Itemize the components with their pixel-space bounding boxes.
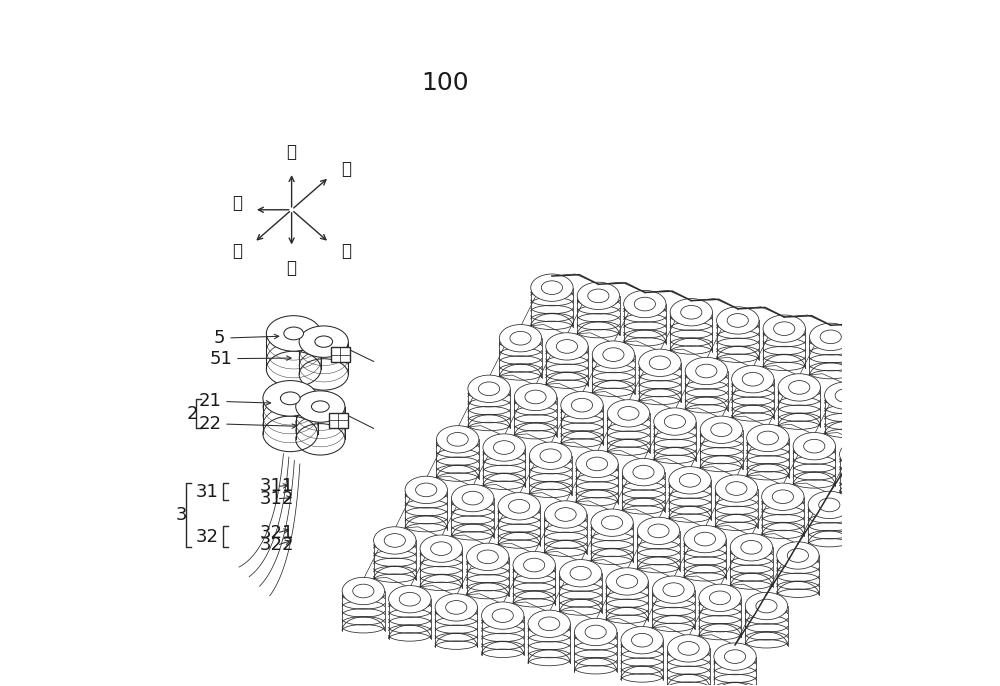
Ellipse shape bbox=[263, 381, 318, 416]
Ellipse shape bbox=[622, 458, 665, 486]
Ellipse shape bbox=[809, 323, 852, 351]
Text: 左: 左 bbox=[232, 241, 242, 260]
Ellipse shape bbox=[670, 298, 712, 326]
Text: 右: 右 bbox=[341, 160, 351, 178]
Text: 22: 22 bbox=[198, 414, 297, 433]
Ellipse shape bbox=[902, 340, 945, 367]
Ellipse shape bbox=[435, 594, 477, 621]
Ellipse shape bbox=[840, 440, 882, 468]
Ellipse shape bbox=[546, 333, 588, 360]
Ellipse shape bbox=[374, 527, 416, 554]
Ellipse shape bbox=[700, 416, 743, 443]
Text: 下: 下 bbox=[287, 259, 297, 277]
Ellipse shape bbox=[699, 584, 741, 611]
Ellipse shape bbox=[639, 349, 681, 377]
Ellipse shape bbox=[856, 331, 898, 359]
Text: 前: 前 bbox=[232, 194, 242, 212]
Ellipse shape bbox=[561, 392, 603, 419]
Text: 311: 311 bbox=[260, 477, 294, 495]
Ellipse shape bbox=[513, 552, 555, 579]
Ellipse shape bbox=[745, 593, 788, 619]
Ellipse shape bbox=[467, 543, 509, 571]
Text: 上: 上 bbox=[287, 143, 297, 161]
Ellipse shape bbox=[311, 401, 329, 412]
Ellipse shape bbox=[482, 602, 524, 629]
Ellipse shape bbox=[778, 374, 820, 401]
Ellipse shape bbox=[514, 383, 557, 411]
Ellipse shape bbox=[405, 476, 447, 504]
Ellipse shape bbox=[592, 341, 635, 368]
Ellipse shape bbox=[825, 382, 867, 410]
Ellipse shape bbox=[529, 442, 572, 469]
Ellipse shape bbox=[574, 618, 617, 646]
Ellipse shape bbox=[577, 282, 620, 309]
Text: 100: 100 bbox=[422, 71, 469, 95]
Ellipse shape bbox=[607, 400, 650, 427]
Ellipse shape bbox=[763, 315, 805, 342]
Ellipse shape bbox=[762, 483, 804, 510]
Ellipse shape bbox=[499, 324, 542, 352]
Text: 后: 后 bbox=[341, 241, 351, 260]
Ellipse shape bbox=[637, 517, 680, 545]
Ellipse shape bbox=[528, 610, 570, 637]
Ellipse shape bbox=[871, 390, 913, 418]
Ellipse shape bbox=[624, 290, 666, 318]
Ellipse shape bbox=[284, 327, 304, 340]
Ellipse shape bbox=[436, 426, 479, 453]
Ellipse shape bbox=[299, 326, 348, 357]
Ellipse shape bbox=[483, 434, 525, 461]
Text: 31: 31 bbox=[196, 483, 219, 501]
Ellipse shape bbox=[669, 466, 711, 494]
Text: 321: 321 bbox=[260, 524, 294, 542]
Ellipse shape bbox=[498, 493, 540, 520]
Ellipse shape bbox=[717, 307, 759, 334]
Ellipse shape bbox=[684, 525, 726, 553]
Ellipse shape bbox=[808, 491, 850, 519]
Ellipse shape bbox=[714, 643, 756, 670]
Ellipse shape bbox=[468, 375, 510, 403]
Ellipse shape bbox=[559, 560, 602, 587]
Ellipse shape bbox=[315, 336, 333, 347]
Ellipse shape bbox=[606, 568, 648, 595]
Ellipse shape bbox=[389, 586, 431, 613]
Ellipse shape bbox=[747, 425, 789, 451]
Text: 32: 32 bbox=[196, 528, 219, 546]
Ellipse shape bbox=[685, 357, 728, 385]
Bar bbox=[329, 413, 348, 427]
Text: 322: 322 bbox=[260, 536, 294, 554]
Text: 312: 312 bbox=[260, 490, 294, 508]
Ellipse shape bbox=[280, 392, 300, 405]
Ellipse shape bbox=[667, 635, 710, 662]
Text: 5: 5 bbox=[214, 329, 279, 347]
Bar bbox=[331, 347, 350, 362]
Ellipse shape bbox=[420, 535, 462, 563]
Ellipse shape bbox=[342, 578, 385, 604]
Ellipse shape bbox=[296, 391, 345, 423]
Ellipse shape bbox=[591, 509, 633, 536]
Ellipse shape bbox=[715, 475, 758, 502]
Ellipse shape bbox=[544, 501, 587, 528]
Ellipse shape bbox=[652, 576, 695, 603]
Ellipse shape bbox=[531, 274, 573, 301]
Ellipse shape bbox=[266, 316, 321, 351]
Ellipse shape bbox=[576, 450, 618, 477]
Text: 21: 21 bbox=[198, 392, 271, 410]
Ellipse shape bbox=[777, 542, 819, 569]
Ellipse shape bbox=[732, 366, 774, 393]
Text: 2: 2 bbox=[187, 405, 198, 423]
Text: 51: 51 bbox=[209, 350, 291, 368]
Ellipse shape bbox=[793, 432, 835, 460]
Ellipse shape bbox=[621, 626, 663, 654]
Ellipse shape bbox=[730, 534, 773, 561]
Text: 3: 3 bbox=[176, 506, 187, 524]
Ellipse shape bbox=[451, 484, 494, 512]
Ellipse shape bbox=[654, 408, 696, 435]
